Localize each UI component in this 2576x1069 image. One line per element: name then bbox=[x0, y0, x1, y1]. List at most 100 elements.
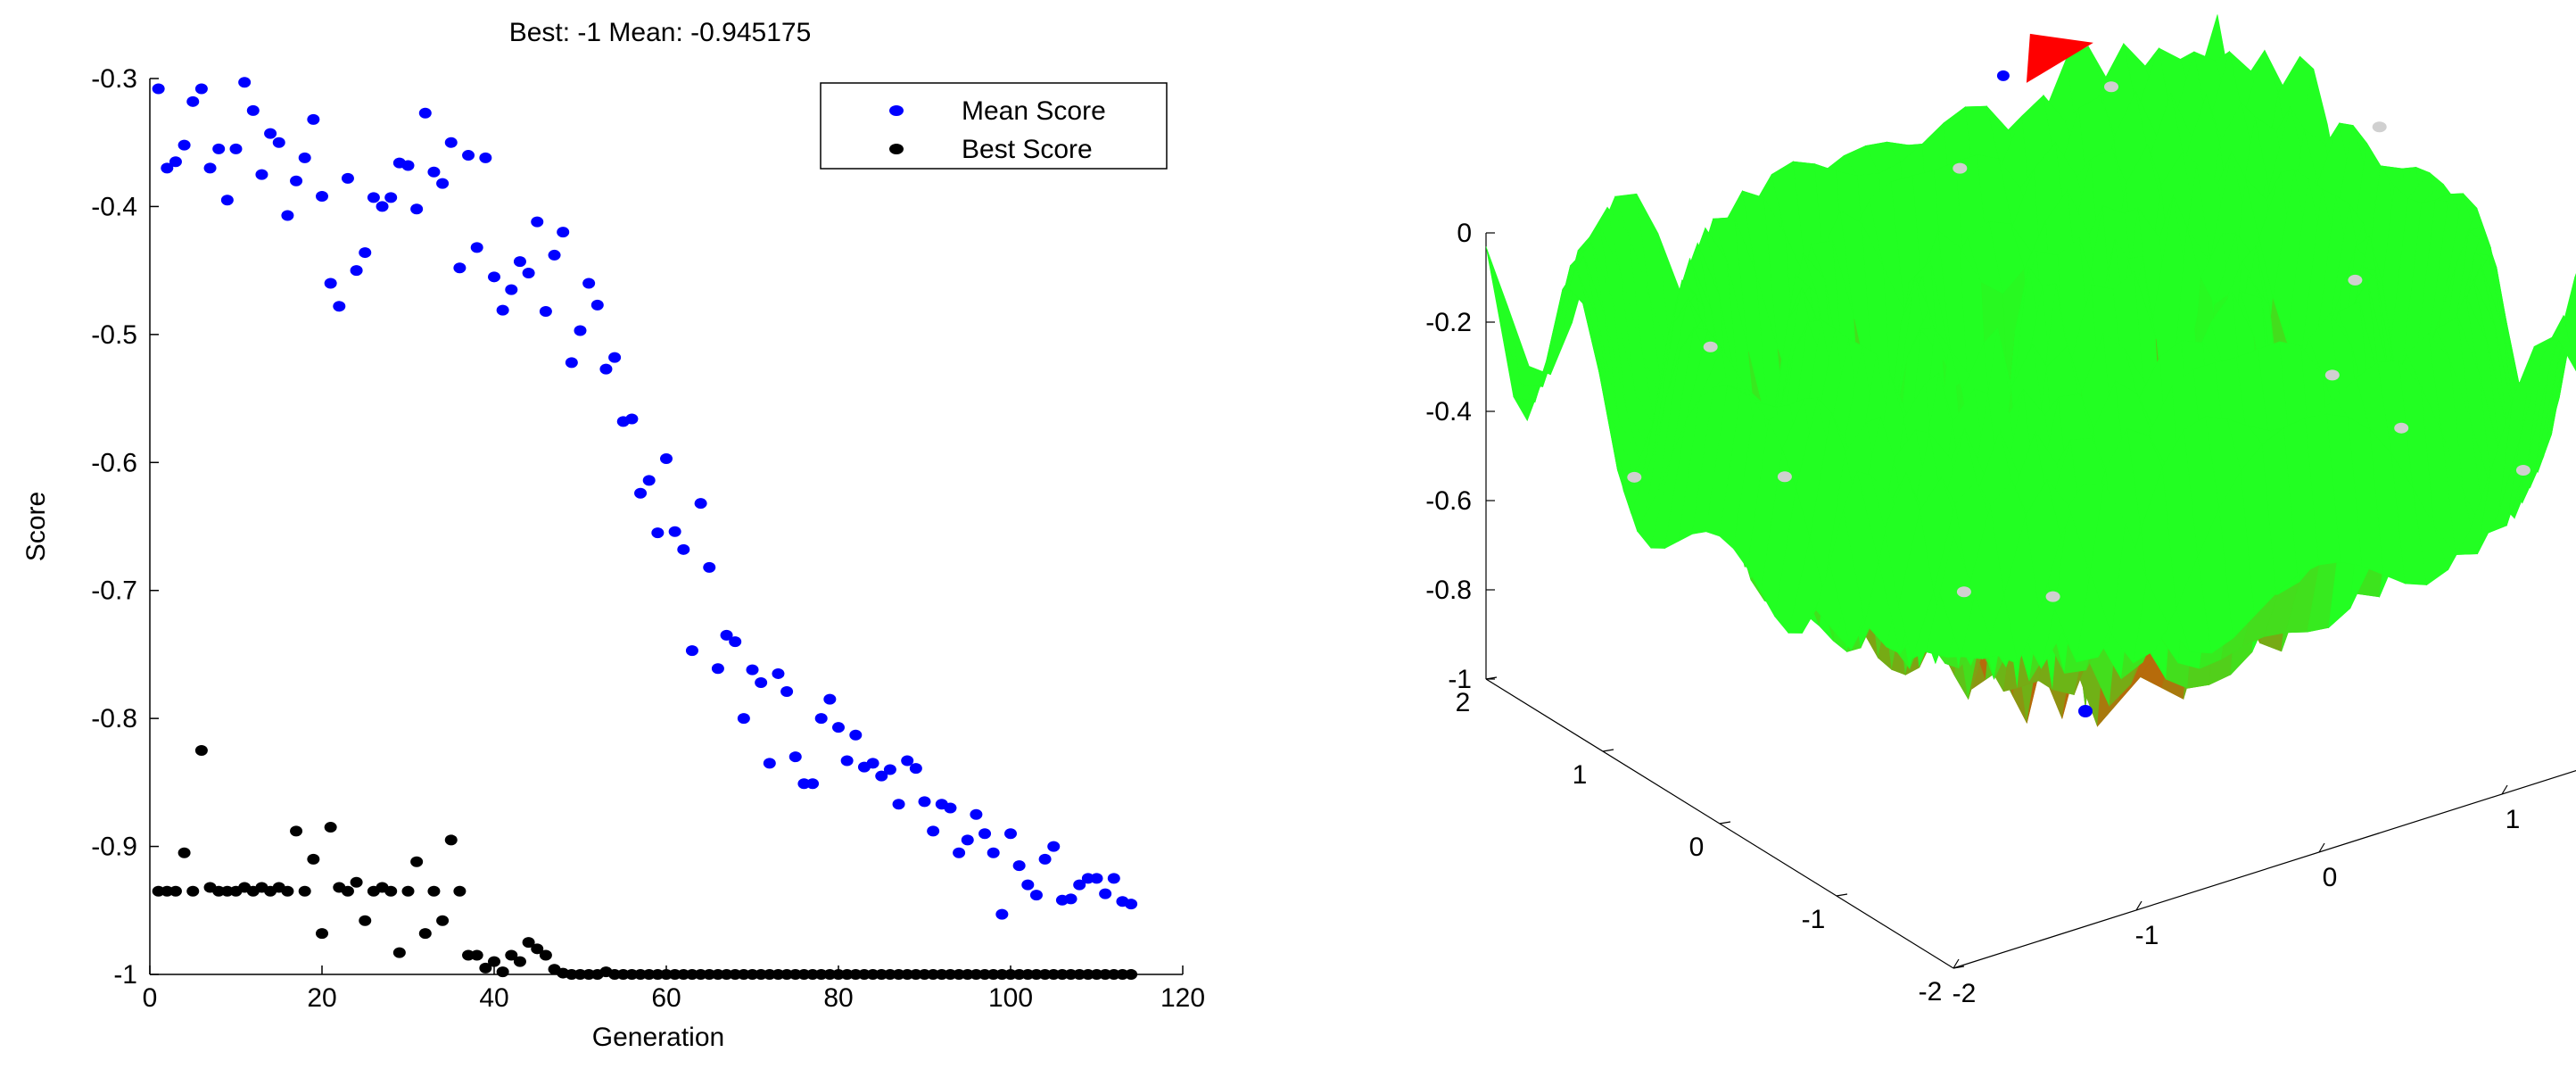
mean-score-point bbox=[496, 304, 509, 316]
mean-score-point bbox=[961, 834, 974, 846]
legend-marker-best bbox=[889, 144, 904, 154]
population-point bbox=[2394, 422, 2409, 434]
best-score-point bbox=[1081, 969, 1094, 980]
legend: Mean Score Best Score bbox=[820, 82, 1168, 170]
mean-score-point bbox=[281, 210, 294, 221]
best-score-point bbox=[444, 834, 458, 846]
mean-score-point bbox=[780, 686, 794, 698]
mean-score-point bbox=[470, 242, 483, 253]
mean-score-point bbox=[539, 306, 552, 318]
score-scatter-chart: Best: -1 Mean: -0.945175 0 20 40 60 80 100 120… bbox=[21, 18, 1205, 1052]
best-score-point bbox=[711, 969, 724, 980]
best-score-point bbox=[324, 822, 337, 833]
mean-score-point bbox=[316, 190, 328, 202]
mean-score-point bbox=[1029, 890, 1043, 901]
mean-score-point bbox=[272, 137, 285, 148]
best-score-point bbox=[359, 915, 372, 926]
mean-score-point bbox=[255, 169, 268, 180]
mean-score-point bbox=[229, 143, 243, 154]
mean-score-point bbox=[359, 247, 372, 259]
mean-score-point bbox=[1090, 873, 1103, 884]
mean-score-point bbox=[436, 178, 450, 189]
mean-score-point bbox=[883, 764, 896, 775]
best-score-point bbox=[401, 885, 415, 897]
best-score-point bbox=[178, 847, 191, 858]
mean-score-point bbox=[668, 526, 681, 537]
best-score-point bbox=[857, 969, 871, 980]
y-tick-label: -1 bbox=[113, 960, 137, 990]
best-score-point bbox=[1055, 969, 1069, 980]
population-point bbox=[2515, 464, 2531, 476]
mean-score-point bbox=[1107, 873, 1120, 884]
mean-score-point bbox=[513, 256, 526, 268]
mean-score-point bbox=[832, 722, 845, 733]
best-score-point bbox=[651, 969, 665, 980]
best-score-point bbox=[668, 969, 681, 980]
best-score-point bbox=[479, 962, 492, 974]
mean-score-point bbox=[1038, 853, 1052, 865]
mean-score-point bbox=[376, 201, 389, 212]
surface-z-tick-label: -0.8 bbox=[1425, 576, 1472, 605]
mean-score-point bbox=[677, 543, 690, 555]
mean-score-point bbox=[694, 498, 707, 510]
mean-score-point bbox=[298, 152, 311, 163]
surface-patch bbox=[1485, 246, 1522, 385]
best-score-point bbox=[694, 969, 707, 980]
mean-score-point bbox=[401, 160, 415, 171]
mean-score-point bbox=[625, 413, 639, 425]
legend-box bbox=[820, 82, 1168, 170]
best-score-point bbox=[194, 745, 208, 756]
legend-label-mean: Mean Score bbox=[962, 96, 1106, 126]
mean-score-point bbox=[840, 755, 854, 767]
mean-score-point bbox=[367, 192, 380, 203]
mean-score-point bbox=[341, 172, 354, 184]
mean-score-point bbox=[892, 799, 905, 810]
best-score-point bbox=[281, 885, 294, 897]
surface-patch bbox=[2563, 314, 2576, 369]
mean-score-point bbox=[453, 262, 466, 274]
best-score-point bbox=[169, 885, 182, 897]
mean-score-point bbox=[565, 357, 578, 369]
best-score-point bbox=[746, 969, 759, 980]
best-score-point bbox=[737, 969, 750, 980]
best-score-point bbox=[505, 949, 518, 961]
best-score-point bbox=[875, 969, 888, 980]
mean-score-point bbox=[729, 636, 742, 648]
surface-x-tick bbox=[2135, 900, 2143, 911]
best-score-point bbox=[418, 928, 432, 940]
best-score-point bbox=[152, 885, 165, 897]
population-point bbox=[1956, 586, 1971, 598]
best-score-point bbox=[849, 969, 863, 980]
mean-score-point bbox=[978, 828, 992, 840]
best-score-point bbox=[995, 969, 1009, 980]
surface-z-tick-label: -0.2 bbox=[1425, 308, 1472, 337]
best-score-point bbox=[685, 969, 698, 980]
best-score-point bbox=[763, 969, 776, 980]
surface-x-tick-label: 1 bbox=[2506, 805, 2521, 834]
best-score-point bbox=[1116, 969, 1129, 980]
best-score-point bbox=[987, 969, 1000, 980]
surface-x-tick-label: -1 bbox=[2135, 921, 2159, 950]
best-score-point bbox=[806, 969, 820, 980]
surface-z-tick-label: 0 bbox=[1457, 219, 1472, 248]
surface-z-tick-label: -0.6 bbox=[1425, 486, 1472, 516]
best-score-point bbox=[384, 885, 398, 897]
population-point bbox=[2324, 369, 2340, 381]
mean-score-point bbox=[918, 796, 931, 808]
best-score-point bbox=[522, 937, 535, 949]
best-score-point bbox=[840, 969, 854, 980]
mean-score-point bbox=[772, 667, 785, 679]
surface-y-tick bbox=[1719, 821, 1731, 825]
mean-score-point bbox=[505, 284, 518, 295]
best-score-point bbox=[832, 969, 845, 980]
mean-score-point bbox=[590, 299, 604, 311]
mean-score-point bbox=[238, 77, 252, 88]
best-score-point bbox=[1029, 969, 1043, 980]
mean-score-point bbox=[522, 268, 535, 279]
best-score-point bbox=[970, 969, 983, 980]
population-point bbox=[2045, 591, 2060, 602]
mean-score-point bbox=[203, 162, 217, 174]
surface-axes bbox=[1485, 232, 2576, 969]
best-score-point bbox=[634, 969, 648, 980]
